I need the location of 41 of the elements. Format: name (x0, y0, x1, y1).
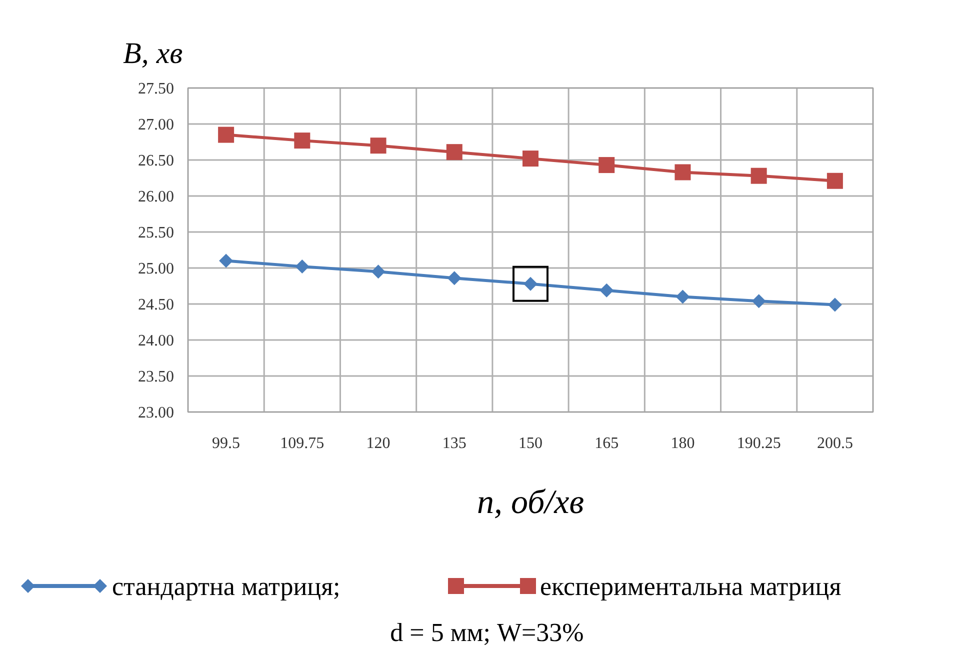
point (370, 138, 386, 154)
y-tick-label: 25.00 (138, 260, 174, 278)
y-tick-label: 23.00 (138, 404, 174, 422)
x-tick-label: 109.75 (280, 435, 324, 452)
point (371, 264, 386, 279)
point (676, 290, 690, 304)
x-tick-label: 120 (366, 435, 390, 452)
point (828, 298, 842, 312)
point (522, 150, 538, 167)
text: d = 5 мм; W=33% (390, 618, 584, 647)
point (219, 254, 234, 268)
point (600, 283, 614, 298)
x-tick-label: 135 (442, 435, 466, 452)
point (826, 172, 843, 189)
point (447, 271, 462, 286)
point (750, 168, 767, 184)
y-tick-label: 26.00 (138, 188, 174, 206)
y-tick-label: 27.50 (138, 80, 174, 98)
x-tick-label: 99.5 (212, 435, 240, 452)
y-tick-label: 25.50 (138, 224, 174, 242)
y-tick-label: 27.00 (138, 116, 174, 134)
y-tick-label: 24.00 (138, 332, 174, 350)
y-tick-label: 23.50 (138, 368, 174, 386)
point (218, 126, 234, 143)
y-tick-label: 24.50 (138, 296, 174, 314)
point (295, 260, 310, 274)
x-tick-label: 150 (518, 435, 542, 452)
legend-label: стандартна матриця; (112, 572, 340, 602)
x-tick-label: 200.5 (816, 435, 853, 452)
x-tick-label: 190.25 (736, 435, 781, 452)
legend-label: експериментальна матриця (540, 572, 842, 602)
x-axis-title: n, об/хв (477, 484, 584, 521)
x-tick-label: 180 (670, 435, 695, 452)
point (446, 144, 462, 160)
point (752, 294, 766, 308)
point (598, 157, 615, 174)
y-tick-label: 26.50 (138, 152, 174, 170)
point (294, 132, 310, 149)
x-tick-label: 165 (594, 435, 619, 452)
y-axis-title: B, хв (123, 37, 183, 70)
point (674, 164, 691, 180)
